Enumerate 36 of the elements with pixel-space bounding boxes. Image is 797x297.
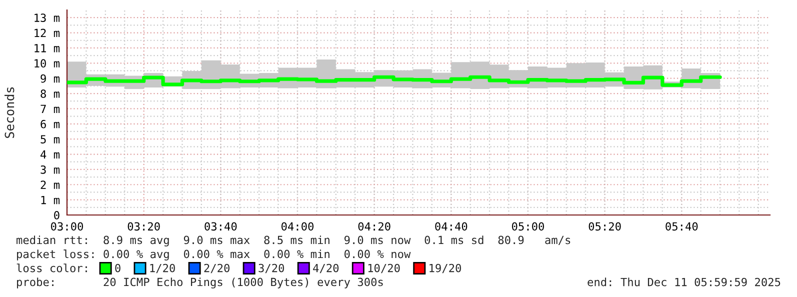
x-tick-label: 04:00 — [281, 222, 314, 231]
y-tick-label: 6 m — [40, 120, 60, 128]
text: packet loss: 0.00 % avg 0.00 % max 0.00 % min 0.00 % now — [17, 250, 411, 260]
y-tick-label: 13 m — [34, 14, 60, 22]
x-tick-label: 03:40 — [204, 222, 237, 231]
y-axis-title: Seconds — [4, 87, 14, 138]
x-tick-label: 05:00 — [512, 222, 544, 231]
legend-label: 1/20 — [150, 264, 175, 274]
x-tick-label: 04:40 — [435, 222, 468, 231]
y-tick-label: 2 m — [40, 180, 60, 189]
legend-label: 2/20 — [204, 264, 230, 274]
legend-label: 4/20 — [313, 264, 339, 274]
y-tick-label: 9 m — [40, 74, 60, 83]
y-tick-label: 12 m — [34, 28, 60, 38]
text: probe: 20 ICMP Echo Pings (1000 Bytes) every 300s — [17, 278, 383, 288]
y-tick-label: 7 m — [40, 104, 60, 113]
x-tick-label: 05:40 — [666, 222, 698, 231]
text: loss color: — [16, 264, 87, 272]
x-tick-label: 03:00 — [51, 222, 84, 231]
y-tick-label: 3 m — [40, 165, 60, 174]
legend-label: 3/20 — [258, 264, 284, 274]
x-tick-label: 03:20 — [128, 222, 160, 231]
text: end: Thu Dec 11 05:59:59 2025 — [588, 278, 780, 286]
x-tick-label: 05:20 — [588, 222, 621, 231]
y-tick-label: 10 m — [34, 59, 60, 68]
x-tick-label: 04:20 — [358, 222, 390, 231]
y-tick-label: 4 m — [40, 150, 60, 159]
y-tick-label: 0 — [54, 211, 60, 220]
y-tick-label: 5 m — [40, 135, 60, 144]
legend-label: 19/20 — [430, 264, 461, 274]
y-tick-label: 1 m — [41, 196, 60, 204]
y-tick-label: 8 m — [40, 90, 60, 98]
legend-label: 0 — [115, 264, 120, 272]
text: median rtt: 8.9 ms avg 9.0 ms max 8.5 ms min 9.0 ms now 0.1 ms sd 80.9 am/s — [16, 236, 570, 246]
y-tick-label: 11 m — [34, 44, 60, 52]
legend-label: 10/20 — [368, 264, 400, 274]
